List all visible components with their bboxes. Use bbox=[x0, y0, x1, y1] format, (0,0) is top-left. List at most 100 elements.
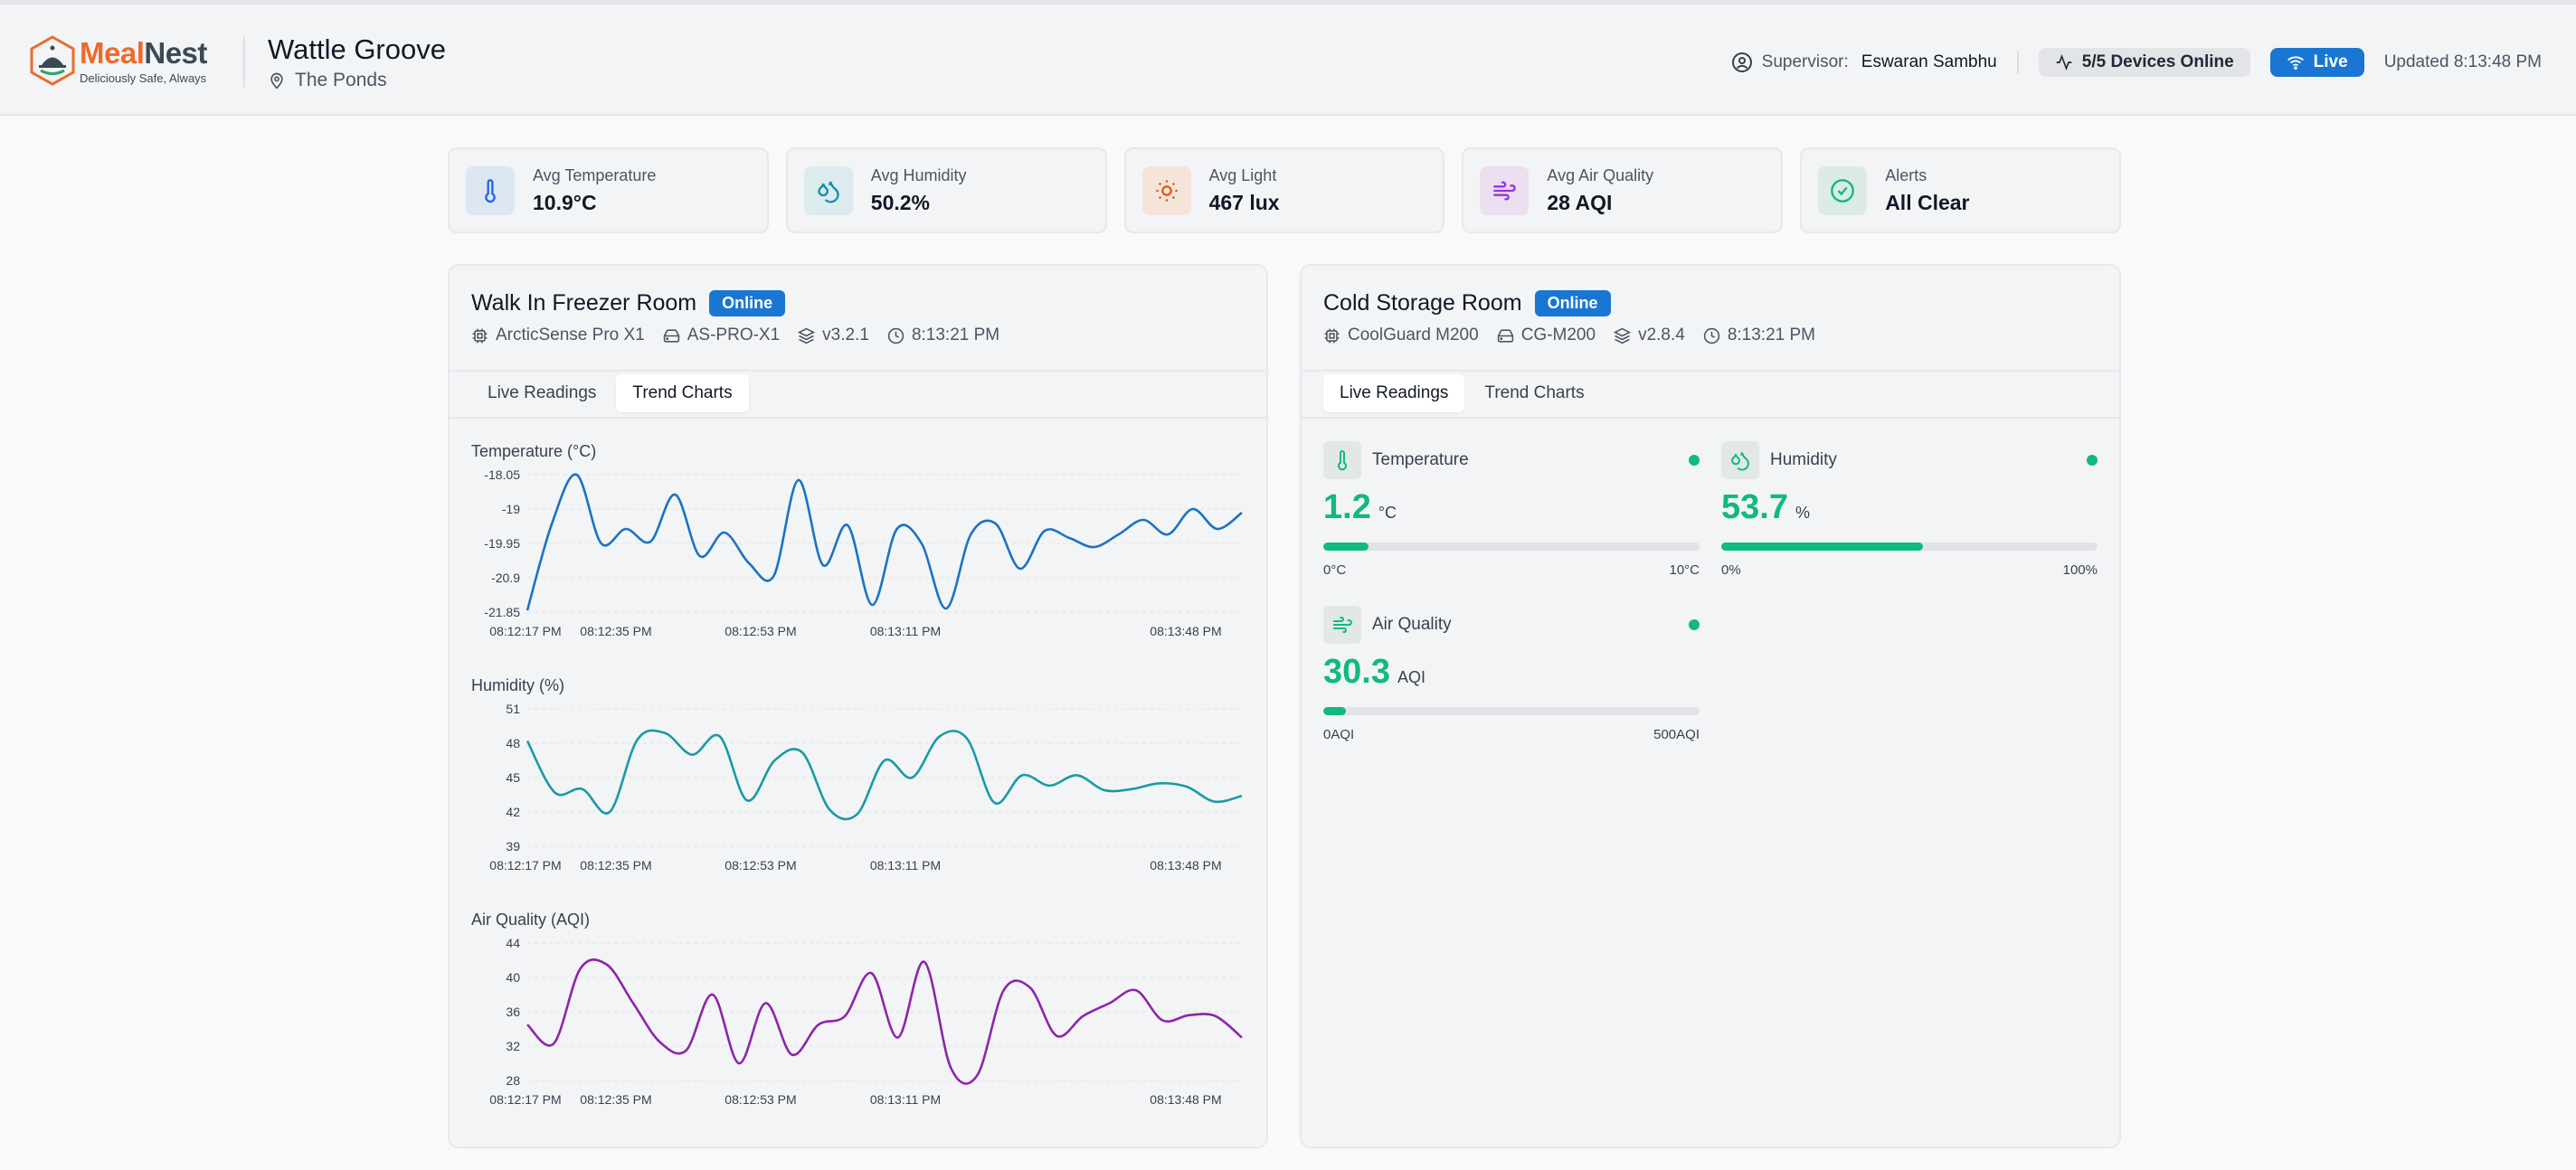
summary-icon-wrap bbox=[466, 165, 515, 215]
summary-card-alerts: Alerts All Clear bbox=[1800, 147, 2121, 233]
room-title-row: Walk In Freezer Room Online bbox=[471, 290, 786, 316]
summary-icon-wrap bbox=[1141, 165, 1191, 215]
summary-label: Avg Humidity bbox=[870, 165, 967, 184]
wind-icon bbox=[1493, 181, 1517, 200]
brand-tagline: Deliciously Safe, Always bbox=[80, 71, 207, 85]
tab-live-readings[interactable]: Live Readings bbox=[1323, 374, 1465, 412]
tab-trend-charts[interactable]: Trend Charts bbox=[1484, 383, 1585, 402]
device-id: CG-M200 bbox=[1520, 326, 1596, 344]
room-name: Cold Storage Room bbox=[1323, 290, 1522, 316]
reading-unit: AQI bbox=[1397, 668, 1425, 686]
brand-logo[interactable]: MealNest Deliciously Safe, Always bbox=[29, 35, 223, 90]
device-id: AS-PRO-X1 bbox=[687, 326, 781, 344]
device-model: ArcticSense Pro X1 bbox=[496, 326, 645, 344]
app-header: MealNest Deliciously Safe, Always Wattle… bbox=[0, 5, 2576, 116]
check-circle-icon bbox=[1831, 178, 1855, 203]
room-header: Walk In Freezer Room Online ArcticSense … bbox=[450, 266, 1266, 372]
reading-unit: % bbox=[1795, 504, 1810, 522]
reading-icon-wrap bbox=[1721, 441, 1759, 479]
device-meta: CoolGuard M200 CG-M200 v2.8.4 8:13:21 PM bbox=[1323, 326, 1815, 345]
droplets-icon bbox=[818, 181, 839, 203]
x-tick-label: 08:12:35 PM bbox=[580, 1092, 651, 1107]
wind-icon bbox=[1333, 617, 1352, 633]
supervisor-info: Supervisor: Eswaran Sambhu bbox=[1731, 52, 1997, 73]
thermometer-icon bbox=[485, 178, 496, 203]
header-divider bbox=[243, 37, 245, 88]
status-badge: Online bbox=[709, 290, 786, 316]
reading-min: 0% bbox=[1721, 562, 1741, 578]
site-location-text: The Ponds bbox=[295, 70, 387, 90]
site-name: Wattle Groove bbox=[268, 33, 446, 65]
summary-card-temperature: Avg Temperature 10.9°C bbox=[448, 147, 769, 233]
reading-value-row: 53.7 % bbox=[1721, 488, 1810, 527]
y-tick-label: 51 bbox=[506, 702, 520, 716]
chart-air-quality-svg: 44 40 36 32 28 08:12:17 PM 08:12:35 PM 08:12:53… bbox=[489, 936, 1243, 1107]
site-location: The Ponds bbox=[268, 70, 387, 91]
chart-temperature-svg: -18.05 -19 -19.95 -20.9 -21.85 08:12:17 PM 08:… bbox=[484, 467, 1243, 638]
meta-model: ArcticSense Pro X1 bbox=[471, 326, 645, 345]
sun-icon bbox=[1155, 179, 1178, 202]
x-tick-label: 08:13:11 PM bbox=[870, 1092, 941, 1107]
chart-title: Air Quality (AQI) bbox=[471, 911, 591, 929]
cpu-icon bbox=[1324, 328, 1340, 343]
hard-drive-icon bbox=[663, 328, 679, 343]
top-border bbox=[0, 0, 2576, 5]
thermometer-icon bbox=[1338, 450, 1347, 471]
tab-trend-charts[interactable]: Trend Charts bbox=[616, 374, 749, 412]
summary-card-humidity: Avg Humidity 50.2% bbox=[785, 147, 1107, 233]
x-tick-label: 08:12:35 PM bbox=[580, 624, 651, 638]
summary-value: 10.9°C bbox=[533, 190, 597, 214]
x-tick-label: 08:12:17 PM bbox=[489, 624, 561, 638]
room-card-walk-in-freezer: Walk In Freezer Room Online ArcticSense … bbox=[448, 264, 1268, 1148]
brand-name: MealNest bbox=[80, 37, 207, 70]
reading-progress-fill bbox=[1323, 707, 1347, 715]
x-tick-label: 08:13:11 PM bbox=[870, 858, 941, 873]
x-tick-label: 08:13:48 PM bbox=[1150, 1092, 1221, 1107]
header-status-bar: Supervisor: Eswaran Sambhu 5/5 Devices O… bbox=[1731, 46, 2542, 79]
device-meta: ArcticSense Pro X1 AS-PRO-X1 v3.2.1 8:13… bbox=[471, 326, 999, 345]
layers-icon bbox=[1614, 327, 1632, 344]
reading-max: 500AQI bbox=[1653, 727, 1700, 742]
summary-value: 50.2% bbox=[870, 190, 931, 214]
reading-time: 8:13:21 PM bbox=[1727, 326, 1815, 344]
y-tick-label: -20.9 bbox=[491, 571, 520, 585]
y-tick-label: 39 bbox=[506, 839, 520, 854]
summary-value: 467 lux bbox=[1208, 190, 1280, 214]
meta-model: CoolGuard M200 bbox=[1323, 326, 1479, 345]
series-line bbox=[526, 473, 1243, 611]
reading-value-row: 1.2 °C bbox=[1323, 488, 1397, 527]
chart-title: Temperature (°C) bbox=[471, 442, 597, 460]
summary-label: Avg Air Quality bbox=[1547, 165, 1654, 184]
reading-label: Air Quality bbox=[1372, 615, 1452, 634]
y-tick-label: 40 bbox=[506, 970, 520, 985]
y-tick-label: -19.95 bbox=[484, 536, 520, 551]
tab-live-readings[interactable]: Live Readings bbox=[488, 383, 597, 402]
y-tick-label: 48 bbox=[506, 736, 520, 750]
meta-device-id: CG-M200 bbox=[1497, 326, 1596, 345]
summary-label: Alerts bbox=[1885, 165, 1927, 184]
x-tick-label: 08:13:11 PM bbox=[870, 624, 941, 638]
reading-label: Humidity bbox=[1770, 450, 1837, 469]
summary-value: All Clear bbox=[1885, 190, 1970, 214]
reading-icon-wrap bbox=[1323, 441, 1361, 479]
room-card-cold-storage: Cold Storage Room Online CoolGuard M200 … bbox=[1300, 264, 2121, 1148]
activity-icon bbox=[2056, 53, 2072, 71]
reading-progress-track bbox=[1323, 543, 1700, 551]
reading-progress-track bbox=[1323, 707, 1700, 715]
reading-progress-fill bbox=[1721, 543, 1924, 551]
x-tick-label: 08:12:35 PM bbox=[580, 858, 651, 873]
user-circle-icon bbox=[1731, 52, 1752, 72]
y-tick-label: -18.05 bbox=[484, 467, 520, 482]
status-dot bbox=[2087, 455, 2098, 466]
tabs-divider bbox=[450, 417, 1266, 419]
header-separator bbox=[2016, 51, 2019, 74]
y-tick-label: -21.85 bbox=[484, 605, 520, 619]
reading-value-row: 30.3 AQI bbox=[1323, 653, 1425, 692]
x-tick-label: 08:12:53 PM bbox=[724, 624, 796, 638]
reading-humidity: Humidity 53.7 % 0% 100% bbox=[1721, 441, 2098, 604]
y-tick-label: 28 bbox=[506, 1073, 520, 1088]
clock-icon bbox=[887, 327, 904, 344]
y-tick-label: 42 bbox=[506, 805, 520, 819]
summary-card-light: Avg Light 467 lux bbox=[1123, 147, 1445, 233]
y-tick-label: 32 bbox=[506, 1039, 520, 1053]
